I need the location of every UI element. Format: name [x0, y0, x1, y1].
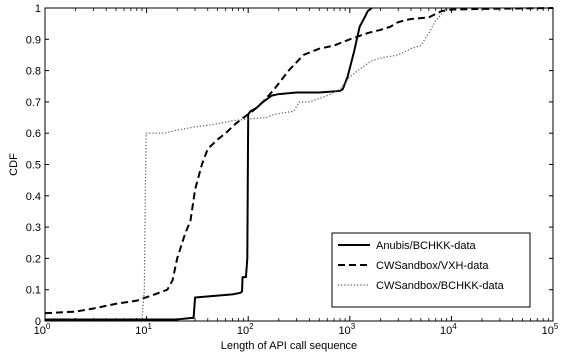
x-tick-label: 101 — [135, 322, 152, 337]
x-tick-label: 105 — [542, 322, 559, 337]
y-tick-label: 0.4 — [26, 191, 41, 203]
y-tick-label: 0.9 — [26, 34, 41, 46]
y-tick-label: 1 — [35, 3, 41, 15]
plot-frame — [44, 7, 554, 322]
x-tick-label: 104 — [440, 322, 457, 337]
y-tick-label: 0.3 — [26, 222, 41, 234]
legend: Anubis/BCHKK-data CWSandbox/VXH-data CWSan… — [331, 232, 531, 308]
x-tick-label: 100 — [34, 322, 51, 337]
y-tick-label: 0.2 — [26, 253, 41, 265]
y-tick-label: 0.1 — [26, 285, 41, 297]
y-tick-label: 0 — [35, 316, 41, 328]
x-axis-label: Length of API call sequence — [221, 340, 357, 352]
series-line-1 — [45, 7, 373, 321]
y-tick-label: 0.6 — [26, 128, 41, 140]
legend-label-2: CWSandbox/VXH-data — [376, 260, 489, 272]
x-tick-label: 103 — [338, 322, 355, 337]
legend-label-1: Anubis/BCHKK-data — [376, 240, 477, 252]
x-tick-label: 102 — [237, 322, 254, 337]
y-tick-label: 0.8 — [26, 66, 41, 78]
y-axis-label: CDF — [8, 153, 20, 176]
y-tick-label: 0.7 — [26, 97, 41, 109]
y-tick-label: 0.5 — [26, 160, 41, 172]
legend-label-3: CWSandbox/BCHKK-data — [376, 280, 505, 292]
series-line-2 — [44, 7, 554, 315]
series-layer — [44, 7, 554, 322]
